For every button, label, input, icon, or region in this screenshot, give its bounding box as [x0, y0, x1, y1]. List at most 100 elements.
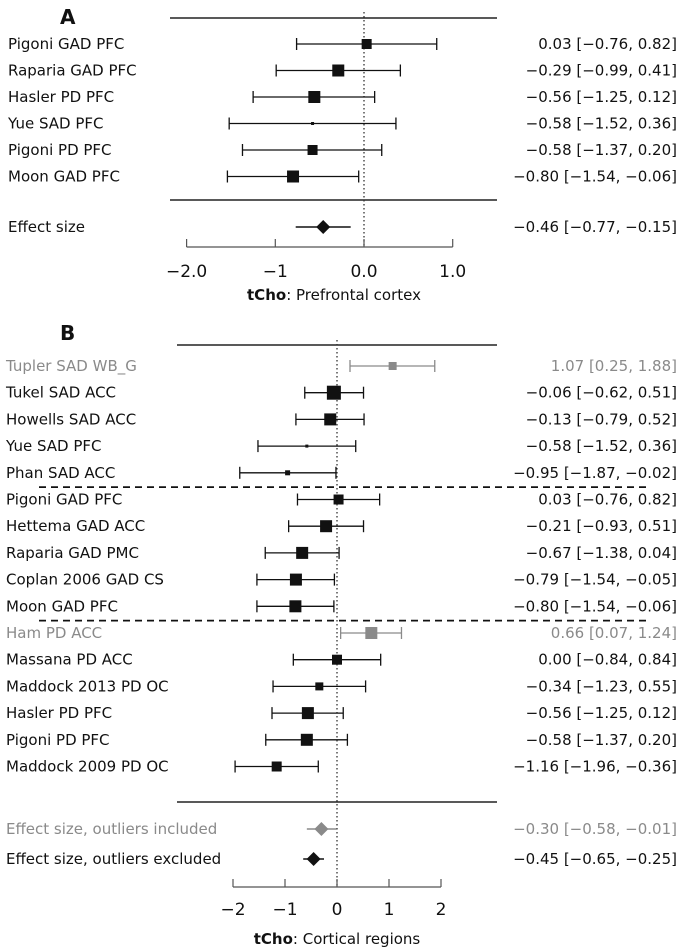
- study-row: Pigoni PD PFC −0.58 [−1.37, 0.20]: [6, 731, 677, 749]
- point-estimate-square: [333, 494, 344, 505]
- effect-ci-value: −0.58 [−1.52, 0.36]: [526, 115, 677, 133]
- study-label: Maddock 2013 PD OC: [6, 677, 169, 695]
- point-estimate-square: [320, 520, 333, 533]
- panel-label: B: [60, 321, 75, 345]
- point-estimate-square: [305, 444, 309, 448]
- x-tick-label: −2: [220, 900, 245, 920]
- summary-effect-value: −0.46 [−0.77, −0.15]: [513, 218, 677, 236]
- study-label: Massana PD ACC: [6, 651, 133, 669]
- x-tick-label: −1: [263, 262, 288, 282]
- summary-label: Effect size, outliers included: [6, 820, 217, 838]
- point-estimate-square: [271, 761, 282, 772]
- study-label: Pigoni GAD PFC: [6, 491, 122, 509]
- x-axis-title-measure: tCho: [247, 286, 286, 304]
- study-label: Howells SAD ACC: [6, 410, 136, 428]
- study-row: Hettema GAD ACC −0.21 [−0.93, 0.51]: [6, 517, 677, 535]
- summary-label: Effect size, outliers excluded: [6, 850, 221, 868]
- study-label: Ham PD ACC: [6, 624, 102, 642]
- study-label: Hettema GAD ACC: [6, 517, 145, 535]
- study-label: Pigoni PD PFC: [6, 731, 110, 749]
- study-row: Pigoni GAD PFC 0.03 [−0.76, 0.82]: [6, 491, 677, 509]
- study-row: Raparia GAD PMC −0.67 [−1.38, 0.04]: [6, 544, 677, 562]
- effect-ci-value: −0.58 [−1.52, 0.36]: [526, 437, 677, 455]
- study-row: Coplan 2006 GAD CS −0.79 [−1.54, −0.05]: [6, 571, 677, 589]
- summary-diamond: [316, 220, 331, 234]
- study-label: Moon GAD PFC: [6, 597, 118, 615]
- point-estimate-square: [296, 546, 309, 559]
- study-row: Yue SAD PFC −0.58 [−1.52, 0.36]: [7, 115, 677, 133]
- summary-row: Effect size, outliers included −0.30 [−0.…: [6, 820, 677, 838]
- study-row: Massana PD ACC 0.00 [−0.84, 0.84]: [6, 651, 677, 669]
- study-label: Tupler SAD WB_G: [5, 357, 137, 376]
- summary-label: Effect size: [8, 218, 85, 236]
- study-row: Yue SAD PFC −0.58 [−1.52, 0.36]: [5, 437, 677, 455]
- x-tick-label: 0.0: [350, 262, 377, 282]
- effect-ci-value: −0.80 [−1.54, −0.06]: [513, 168, 677, 186]
- x-axis-title-region: : Cortical regions: [293, 930, 421, 948]
- study-label: Phan SAD ACC: [6, 464, 115, 482]
- study-row: Ham PD ACC 0.66 [0.07, 1.24]: [6, 624, 677, 642]
- point-estimate-square: [289, 573, 302, 586]
- study-label: Pigoni PD PFC: [8, 141, 112, 159]
- panel-b: B Tupler SAD WB_G 1.07 [0.25, 1.88] Tukel S…: [5, 321, 677, 948]
- study-row: Pigoni GAD PFC 0.03 [−0.76, 0.82]: [8, 35, 677, 53]
- study-row: Hasler PD PFC −0.56 [−1.25, 0.12]: [6, 704, 677, 722]
- x-tick-label: −2.0: [166, 262, 207, 282]
- x-axis-title-region: : Prefrontal cortex: [286, 286, 421, 304]
- study-label: Coplan 2006 GAD CS: [6, 571, 164, 589]
- x-axis-title: tCho: Cortical regions: [254, 930, 421, 948]
- effect-ci-value: −0.95 [−1.87, −0.02]: [513, 464, 677, 482]
- point-estimate-square: [311, 122, 315, 125]
- study-label: Hasler PD PFC: [6, 704, 112, 722]
- study-row: Moon GAD PFC −0.80 [−1.54, −0.06]: [6, 597, 677, 615]
- effect-ci-value: 0.66 [0.07, 1.24]: [551, 624, 677, 642]
- effect-ci-value: −0.13 [−0.79, 0.52]: [526, 410, 677, 428]
- panel-label: A: [60, 5, 76, 29]
- effect-ci-value: −0.56 [−1.25, 0.12]: [526, 704, 677, 722]
- study-row: Maddock 2013 PD OC −0.34 [−1.23, 0.55]: [6, 677, 677, 695]
- study-row: Phan SAD ACC −0.95 [−1.87, −0.02]: [6, 464, 677, 482]
- effect-ci-value: −0.21 [−0.93, 0.51]: [526, 517, 677, 535]
- study-label: Hasler PD PFC: [8, 88, 114, 106]
- study-label: Yue SAD PFC: [7, 115, 103, 133]
- summary-row: Effect size −0.46 [−0.77, −0.15]: [8, 218, 677, 236]
- effect-ci-value: 1.07 [0.25, 1.88]: [551, 357, 677, 375]
- effect-ci-value: 0.03 [−0.76, 0.82]: [538, 35, 677, 53]
- effect-ci-value: −0.29 [−0.99, 0.41]: [526, 62, 677, 80]
- study-label: Raparia GAD PFC: [8, 62, 137, 80]
- x-axis: −2.0 −1 0.0 1.0: [166, 239, 466, 282]
- study-row: Hasler PD PFC −0.56 [−1.25, 0.12]: [8, 88, 677, 106]
- effect-ci-value: −0.80 [−1.54, −0.06]: [513, 597, 677, 615]
- summary-row: Effect size, outliers excluded −0.45 [−0.…: [6, 850, 677, 868]
- study-row: Moon GAD PFC −0.80 [−1.54, −0.06]: [8, 168, 677, 186]
- study-label: Raparia GAD PMC: [6, 544, 139, 562]
- effect-ci-value: −0.58 [−1.37, 0.20]: [526, 141, 677, 159]
- study-label: Yue SAD PFC: [5, 437, 101, 455]
- point-estimate-square: [361, 39, 372, 49]
- study-label: Moon GAD PFC: [8, 168, 120, 186]
- point-estimate-square: [315, 682, 324, 691]
- point-estimate-square: [332, 64, 345, 77]
- summary-diamond: [314, 822, 329, 836]
- point-estimate-square: [324, 413, 337, 426]
- study-row: Pigoni PD PFC −0.58 [−1.37, 0.20]: [8, 141, 677, 159]
- x-tick-label: 2: [436, 900, 447, 920]
- x-axis: −2 −1 0 1 2: [220, 879, 446, 920]
- effect-ci-value: −0.34 [−1.23, 0.55]: [526, 677, 677, 695]
- study-label: Tukel SAD ACC: [5, 384, 116, 402]
- study-row: Maddock 2009 PD OC −1.16 [−1.96, −0.36]: [6, 758, 677, 776]
- study-row: Raparia GAD PFC −0.29 [−0.99, 0.41]: [8, 62, 677, 80]
- effect-ci-value: −0.79 [−1.54, −0.05]: [513, 571, 677, 589]
- point-estimate-square: [289, 600, 302, 613]
- panel-a: A Pigoni GAD PFC 0.03 [−0.76, 0.82] Raparia…: [7, 5, 677, 304]
- effect-ci-value: −0.56 [−1.25, 0.12]: [526, 88, 677, 106]
- point-estimate-square: [308, 91, 321, 103]
- x-tick-label: 0: [332, 900, 343, 920]
- point-estimate-square: [300, 733, 313, 746]
- study-row: Tukel SAD ACC −0.06 [−0.62, 0.51]: [5, 384, 677, 402]
- effect-ci-value: 0.00 [−0.84, 0.84]: [538, 651, 677, 669]
- point-estimate-square: [365, 627, 378, 639]
- study-row: Tupler SAD WB_G 1.07 [0.25, 1.88]: [5, 357, 677, 376]
- effect-ci-value: −0.67 [−1.38, 0.04]: [526, 544, 677, 562]
